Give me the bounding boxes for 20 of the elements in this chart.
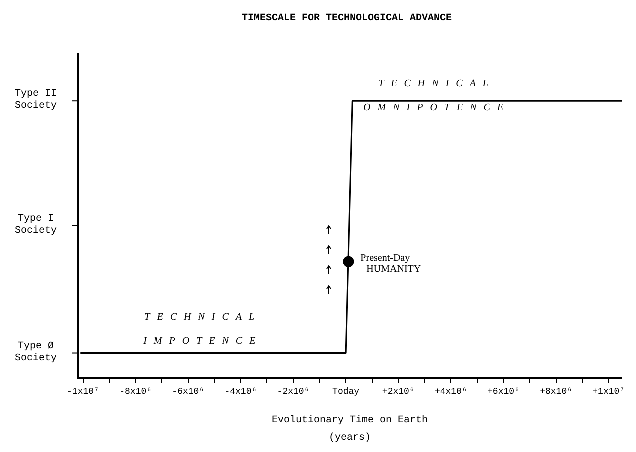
- x-tick-label: +4x10⁶: [434, 386, 468, 397]
- x-tick-label: +2x10⁶: [382, 386, 415, 397]
- text: Type Ø Society: [14, 341, 58, 364]
- x-tick-label: -4x10⁶: [224, 386, 258, 397]
- text: Type II Society: [14, 89, 58, 112]
- text: Type I Society: [14, 214, 58, 237]
- x-axis-title: Evolutionary Time on Earth: [272, 414, 428, 427]
- annotation: Present-Day HUMANITY: [360, 252, 422, 275]
- x-tick-label: -6x10⁶: [172, 386, 205, 397]
- text: (years): [328, 432, 372, 444]
- x-tick-label: -2x10⁶: [277, 386, 310, 397]
- text: TECHNICAL OMNIPOTENCE: [364, 78, 511, 114]
- x-tick-label: -8x10⁶: [120, 386, 152, 397]
- x-tick-label: -1x10⁷: [67, 386, 100, 397]
- x-tick-label: +1x10⁷: [592, 386, 626, 397]
- x-tick-label: Today: [332, 386, 360, 397]
- x-tick-label: +8x10⁶: [540, 386, 573, 397]
- chart-title: TIMESCALE FOR TECHNOLOGICAL ADVANCE: [242, 14, 452, 25]
- text: TECHNICAL IMPOTENCE: [144, 312, 263, 347]
- x-tick-label: +6x10⁶: [488, 386, 520, 397]
